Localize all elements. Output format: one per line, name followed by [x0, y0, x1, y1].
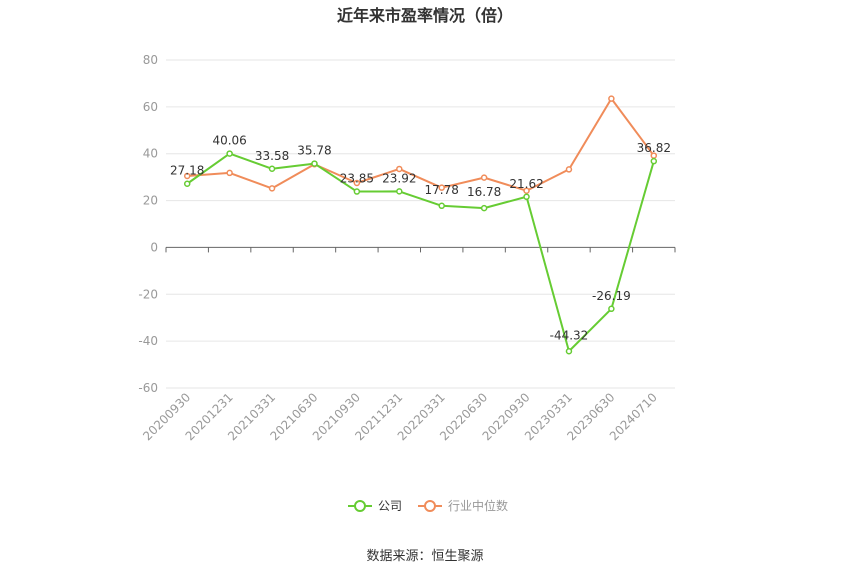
- y-tick-label: 80: [143, 53, 158, 67]
- data-label: 33.58: [255, 149, 289, 163]
- y-tick-label: -60: [138, 381, 158, 395]
- legend[interactable]: 公司 行业中位数: [348, 498, 508, 513]
- data-label: 27.18: [170, 164, 204, 178]
- y-tick-label: 40: [143, 147, 158, 161]
- data-label: 21.62: [509, 177, 543, 191]
- data-point: [523, 193, 530, 201]
- y-tick-label: 60: [143, 100, 158, 114]
- data-point: [396, 188, 403, 195]
- data-point: [480, 174, 488, 181]
- y-tick-label: 0: [150, 240, 158, 254]
- x-axis: [165, 246, 676, 253]
- data-point: [396, 165, 403, 173]
- data-label: 17.78: [425, 183, 459, 197]
- data-point: [268, 185, 276, 192]
- y-axis-ticks: 80 60 40 20 0 -20 -40 -60: [138, 53, 158, 395]
- data-point: [523, 187, 530, 194]
- x-axis-ticks: 2020093020201231202103312021063020210930…: [140, 390, 660, 443]
- data-point: [438, 184, 445, 191]
- data-label: 36.82: [637, 141, 671, 155]
- data-point: [183, 172, 191, 180]
- data-label: -26.19: [592, 289, 631, 303]
- data-point: [226, 150, 233, 157]
- data-point: [183, 180, 191, 187]
- y-tick-label: -40: [138, 334, 158, 348]
- y-tick-label: -20: [138, 287, 158, 301]
- legend-label: 行业中位数: [448, 498, 508, 513]
- data-point: [565, 166, 573, 173]
- data-point: [650, 157, 658, 165]
- series-group: [183, 95, 658, 355]
- data-label: -44.32: [550, 328, 589, 342]
- data-label: 16.78: [467, 185, 501, 199]
- data-label: 35.78: [297, 144, 331, 158]
- data-point: [226, 169, 233, 177]
- legend-marker: [424, 500, 436, 512]
- gridlines: [166, 59, 675, 389]
- data-point: [268, 165, 276, 173]
- legend-marker: [354, 500, 366, 512]
- data-labels: 27.18 40.06 33.58 35.78 23.85 23.92 17.78 16.78…: [170, 134, 671, 343]
- chart-title: 近年来市盈率情况（倍）: [336, 6, 513, 25]
- series-line: [187, 97, 655, 192]
- data-point: [608, 95, 615, 102]
- legend-label: 公司: [378, 499, 402, 513]
- data-source: 数据来源：恒生聚源: [366, 549, 484, 564]
- data-label: 23.92: [382, 171, 416, 185]
- data-point: [608, 305, 615, 313]
- data-point: [480, 204, 488, 212]
- data-label: 23.85: [340, 172, 374, 186]
- data-point: [311, 160, 318, 167]
- data-label: 40.06: [212, 134, 246, 148]
- series-line: [186, 152, 655, 353]
- y-tick-label: 20: [143, 194, 158, 208]
- data-point: [353, 188, 361, 195]
- data-point: [565, 348, 573, 355]
- data-point: [438, 202, 445, 210]
- data-point: [353, 179, 361, 187]
